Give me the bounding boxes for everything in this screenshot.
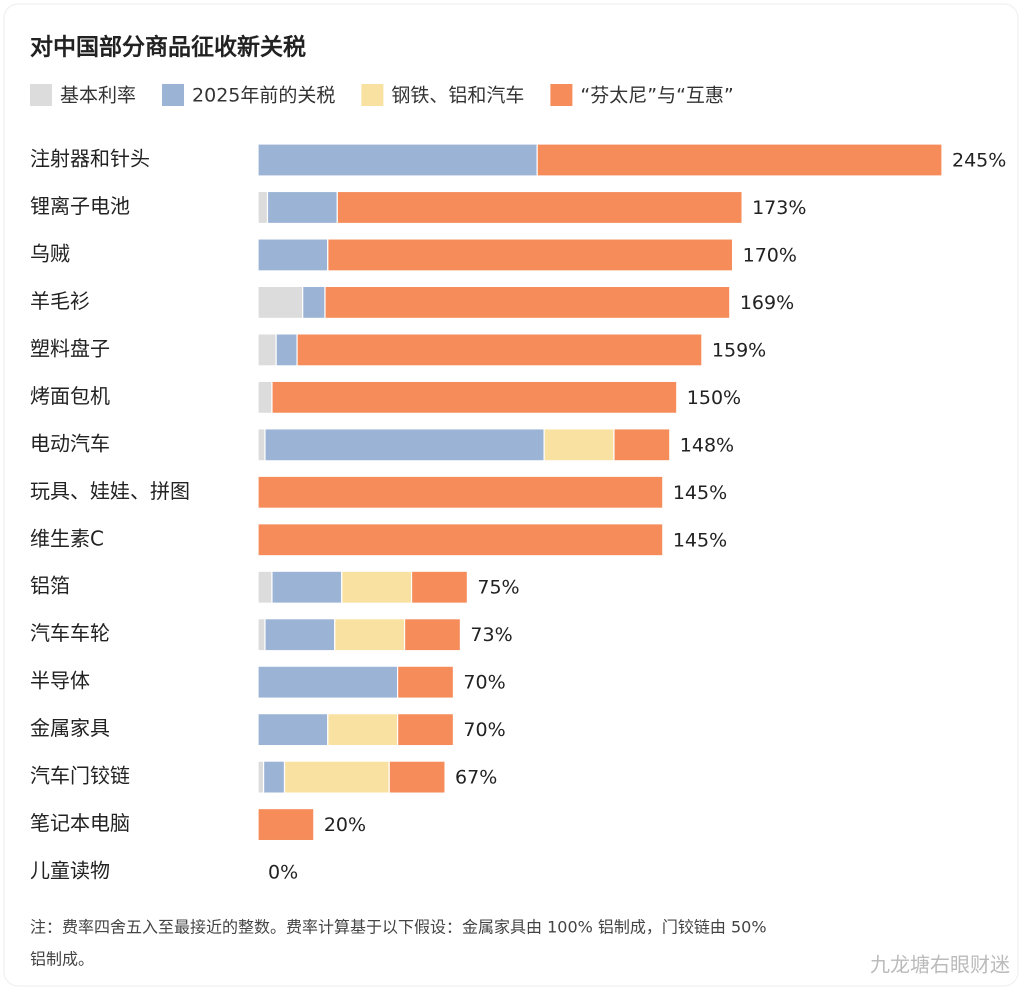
- bar-segment: [275, 333, 298, 367]
- bar-segment: [262, 760, 286, 794]
- bar-segment: [264, 428, 545, 462]
- value-label: 150%: [687, 387, 741, 409]
- category-label: 笔记本电脑: [30, 811, 130, 835]
- bar-segment: [327, 713, 399, 747]
- value-label: 73%: [470, 624, 512, 646]
- category-label: 烤面包机: [30, 384, 110, 408]
- bar-segment: [396, 665, 455, 699]
- bar-segment: [257, 333, 277, 367]
- value-label: 75%: [477, 577, 519, 599]
- bar-segment: [388, 760, 446, 794]
- legend-label: 钢铁、铝和汽车: [391, 85, 524, 107]
- category-label: 注射器和针头: [30, 147, 150, 171]
- bar-segment: [302, 285, 326, 320]
- bar-segment: [296, 333, 703, 367]
- bar-segment: [257, 760, 265, 794]
- bar-segment: [257, 713, 329, 747]
- watermark: 九龙塘右眼财迷: [870, 953, 1010, 977]
- chart-title: 对中国部分商品征收新关税: [30, 34, 306, 61]
- bar-segment: [257, 238, 329, 272]
- legend-swatch: [361, 84, 384, 106]
- legend-label: 2025年前的关税: [192, 85, 335, 107]
- note: 注：费率四舍五入至最接近的整数。费率计算基于以下假设：金属家具由 100% 铝制…: [30, 918, 767, 937]
- value-label: 145%: [673, 482, 727, 504]
- bar-segment: [257, 523, 664, 557]
- bar-segment: [410, 570, 468, 604]
- category-label: 电动汽车: [30, 431, 110, 455]
- legend-swatch: [30, 84, 52, 106]
- bar-segment: [396, 713, 455, 747]
- bar-segment: [257, 428, 266, 462]
- bar-segment: [403, 618, 462, 652]
- bar-segment: [341, 570, 413, 604]
- legend: 基本利率 2025年前的关税 钢铁、铝和汽车 “芬太尼”与“互惠”: [30, 84, 734, 107]
- value-label: 0%: [268, 862, 298, 884]
- category-label: 玩具、娃娃、拼图: [30, 479, 190, 503]
- bar-segment: [257, 570, 273, 604]
- bar-segment: [334, 618, 406, 652]
- legend-label: “芬太尼”与“互惠”: [580, 85, 733, 107]
- value-label: 159%: [712, 339, 766, 361]
- bar-segment: [266, 190, 338, 225]
- value-label: 169%: [740, 292, 794, 314]
- value-label: 245%: [952, 150, 1006, 172]
- value-label: 70%: [463, 672, 505, 694]
- value-label: 173%: [752, 197, 806, 219]
- bar-segment: [257, 380, 273, 414]
- bar-segment: [336, 190, 743, 225]
- category-label: 乌贼: [30, 241, 70, 265]
- legend-label: 基本利率: [60, 85, 136, 107]
- legend-swatch: [162, 84, 185, 106]
- bar-segment: [257, 665, 399, 699]
- bar-segment: [283, 760, 390, 794]
- category-label: 锂离子电池: [30, 194, 130, 218]
- bar-segment: [257, 190, 269, 225]
- bar-segment: [271, 380, 678, 414]
- category-label: 维生素C: [30, 526, 104, 550]
- note: 铝制成。: [30, 950, 94, 969]
- plot: 注射器和针头 245% 锂离子电池 173% 乌贼 170% 羊毛衫 169% 塑料盘子 159%…: [30, 143, 1006, 884]
- category-label: 羊毛衫: [30, 289, 90, 313]
- category-label: 汽车门铰链: [30, 764, 130, 788]
- bar-segment: [264, 618, 336, 652]
- value-label: 170%: [743, 244, 797, 266]
- bar-segment: [257, 475, 664, 509]
- bar-segment: [257, 285, 304, 320]
- bar-segment: [257, 143, 538, 177]
- category-label: 儿童读物: [30, 859, 110, 883]
- bar-segment: [613, 428, 671, 462]
- value-label: 148%: [680, 434, 734, 456]
- legend-swatch: [550, 84, 573, 106]
- bar-segment: [543, 428, 615, 462]
- bar-segment: [257, 807, 315, 842]
- category-label: 塑料盘子: [30, 336, 110, 360]
- bar-segment: [327, 238, 734, 272]
- value-label: 145%: [673, 529, 727, 551]
- value-label: 70%: [463, 719, 505, 741]
- category-label: 金属家具: [30, 716, 110, 740]
- category-label: 汽车车轮: [30, 621, 110, 645]
- bar-segment: [257, 618, 266, 652]
- value-label: 67%: [455, 767, 497, 789]
- bar-segment: [324, 285, 731, 320]
- category-label: 铝箔: [30, 574, 70, 598]
- bar-segment: [271, 570, 343, 604]
- bar-segment: [536, 143, 943, 177]
- value-label: 20%: [324, 814, 366, 836]
- category-label: 半导体: [30, 669, 90, 693]
